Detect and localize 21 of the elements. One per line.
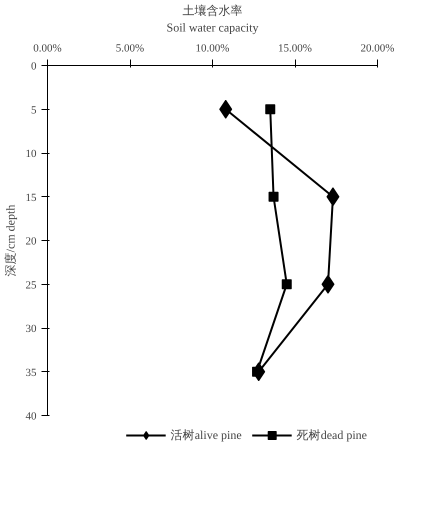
y-axis-title: 深度/cm depth (4, 204, 18, 276)
x-axis-title: 土壤含水率 Soil water capacity (166, 4, 258, 34)
point (268, 192, 279, 202)
y-tick-label: 15 (26, 192, 37, 204)
x-tick-label: 15.00% (278, 42, 312, 54)
x-tick-label: 0.00% (33, 42, 62, 54)
point (265, 104, 276, 114)
x-tick-label: 20.00% (360, 42, 394, 54)
y-tick-label: 35 (26, 366, 37, 379)
legend-label: 死树dead pine (296, 426, 367, 444)
y-tick-label: 30 (26, 323, 37, 335)
legend-label: 活树alive pine (170, 426, 242, 444)
y-tick-label: 0 (31, 60, 37, 72)
y-tick-label: 5 (31, 104, 37, 116)
y-tick-label: 10 (26, 148, 37, 160)
x-tick-label: 5.00% (116, 42, 144, 54)
point (282, 279, 292, 290)
y-tick-label: 20 (26, 236, 37, 248)
y-tick-label: 40 (26, 410, 37, 422)
x-tick-label: 10.00% (196, 42, 230, 54)
y-tick-label: 25 (26, 279, 37, 292)
